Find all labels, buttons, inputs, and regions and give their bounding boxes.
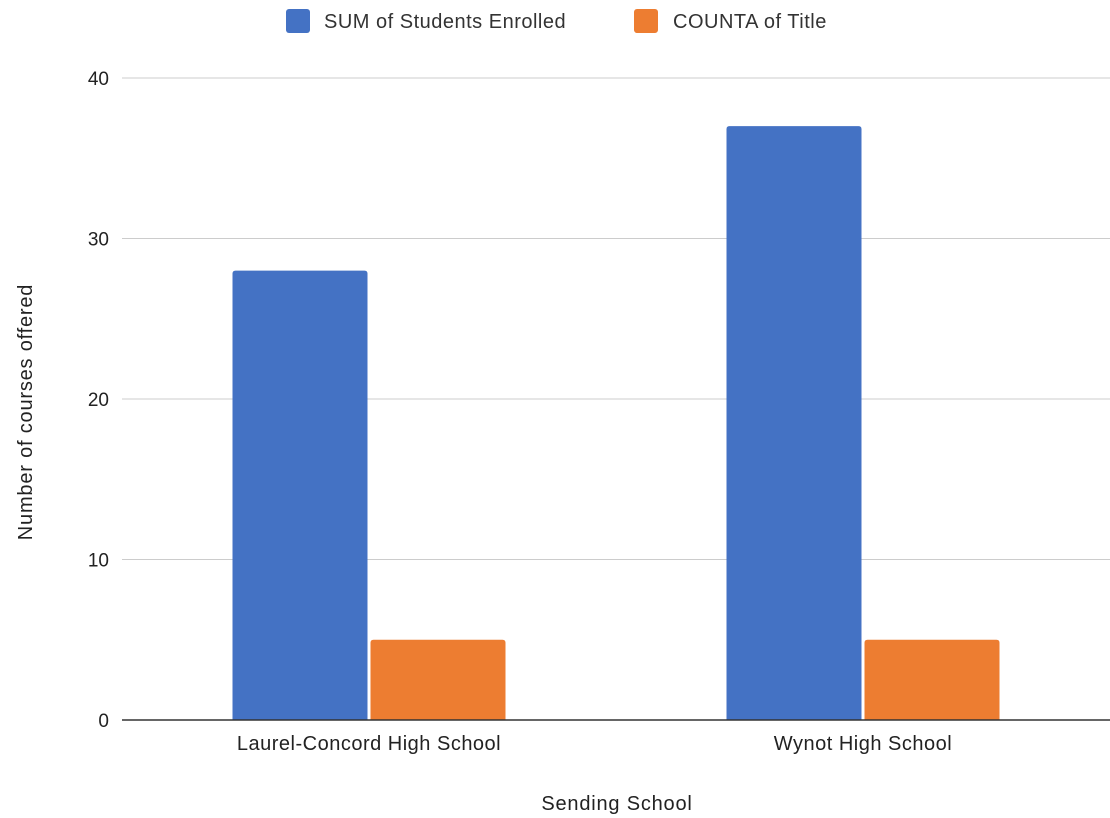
y-axis-ticks: 0 10 20 30 40 bbox=[88, 69, 109, 732]
y-tick-label: 10 bbox=[88, 551, 109, 572]
x-axis-ticks: Laurel-Concord High School Wynot High Sch… bbox=[237, 733, 952, 755]
x-tick-label: Wynot High School bbox=[774, 733, 952, 755]
legend-swatch bbox=[286, 9, 310, 33]
y-axis-title: Number of courses offered bbox=[15, 284, 37, 540]
y-tick-label: 20 bbox=[88, 390, 109, 411]
legend: SUM of Students Enrolled COUNTA of Title bbox=[286, 9, 827, 33]
y-tick-label: 30 bbox=[88, 230, 109, 251]
bar bbox=[370, 639, 506, 720]
bar bbox=[726, 126, 862, 720]
y-tick-label: 40 bbox=[88, 69, 109, 90]
bar bbox=[232, 270, 368, 720]
bars bbox=[232, 126, 1000, 720]
legend-label: COUNTA of Title bbox=[673, 11, 827, 33]
x-axis-title: Sending School bbox=[541, 793, 692, 815]
x-tick-label: Laurel-Concord High School bbox=[237, 733, 501, 755]
legend-label: SUM of Students Enrolled bbox=[324, 11, 566, 33]
legend-swatch bbox=[634, 9, 658, 33]
bar bbox=[864, 639, 1000, 720]
y-tick-label: 0 bbox=[98, 711, 109, 732]
